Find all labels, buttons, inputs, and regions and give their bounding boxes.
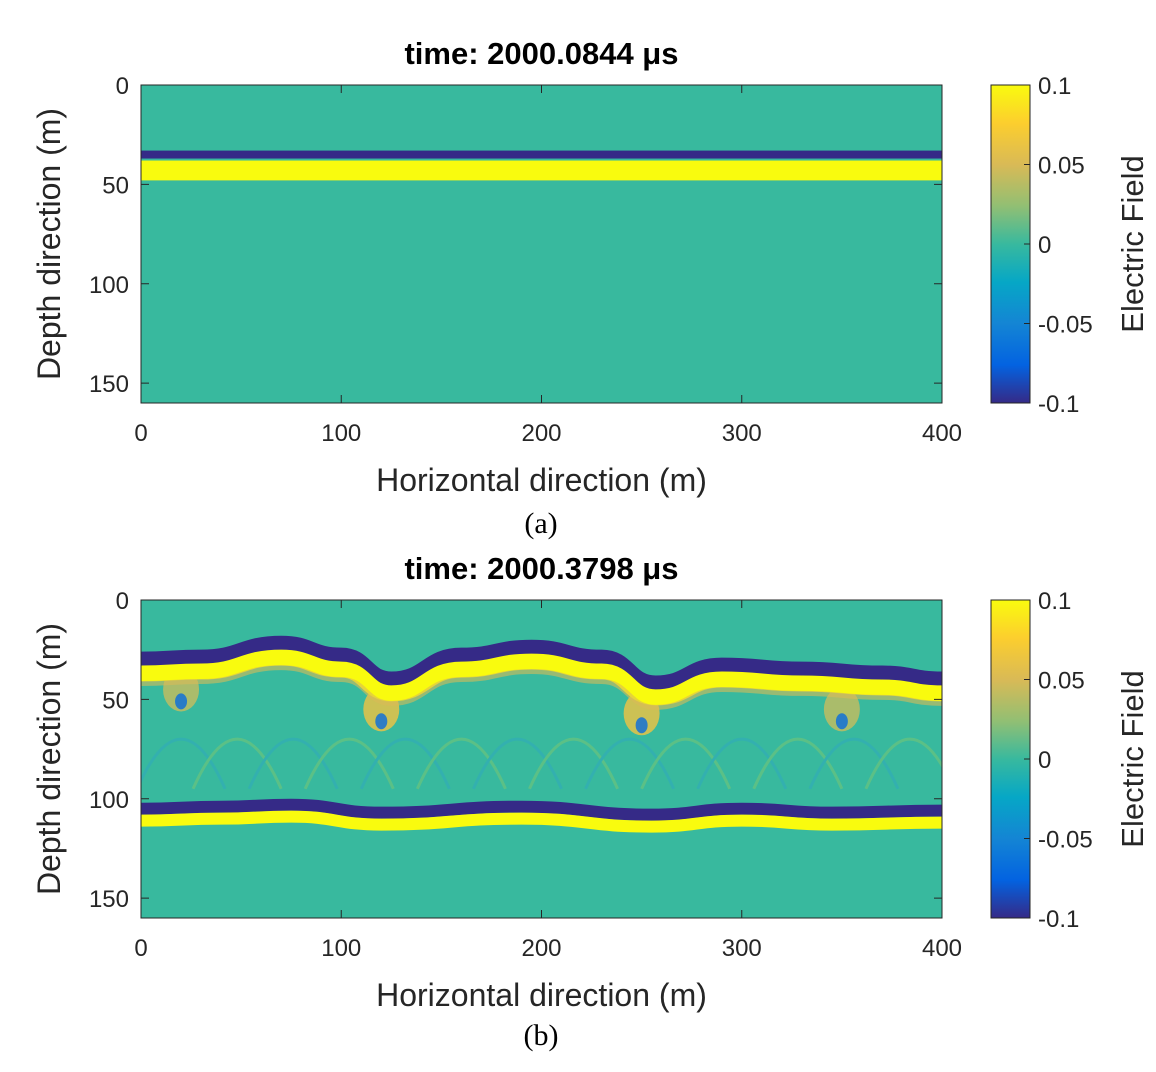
panel-label: (a) bbox=[524, 507, 557, 540]
chart-title: time: 2000.0844 μs bbox=[404, 36, 678, 71]
ripple-arc bbox=[808, 737, 900, 790]
upper-front-positive bbox=[141, 649, 942, 706]
x-axis-label: Horizontal direction (m) bbox=[376, 462, 707, 498]
y-tick-label: 150 bbox=[89, 371, 129, 398]
x-tick-label: 300 bbox=[722, 935, 762, 962]
x-tick-label: 300 bbox=[722, 420, 762, 447]
heatmap-field bbox=[141, 85, 942, 403]
panel-label: (b) bbox=[524, 1019, 559, 1052]
ripple-arc bbox=[696, 737, 788, 790]
ripple-arc bbox=[528, 737, 619, 790]
x-tick-label: 0 bbox=[134, 420, 147, 447]
y-tick-label: 0 bbox=[116, 588, 129, 615]
ripple-arc bbox=[141, 737, 227, 790]
colorbar-tick-label: 0 bbox=[1038, 747, 1051, 774]
hotspot-core-0 bbox=[375, 713, 388, 730]
upper-front-negative bbox=[141, 635, 942, 692]
y-tick-label: 50 bbox=[102, 172, 129, 199]
x-tick-label: 100 bbox=[321, 935, 361, 962]
y-axis-label: Depth direction (m) bbox=[31, 623, 67, 895]
chart-panel-b: 0 100 200 300 400 0 50 100 150 time: 2000.3798 μs… bbox=[31, 551, 1150, 1052]
hotspot-core-3 bbox=[835, 713, 848, 730]
ripple-arc bbox=[472, 737, 563, 790]
x-tick-label: 0 bbox=[134, 935, 147, 962]
y-tick-label: 150 bbox=[89, 886, 129, 913]
heatmap-field bbox=[141, 600, 942, 918]
colorbar: -0.1 -0.05 0 0.05 0.1 Electric Field bbox=[990, 73, 1150, 418]
y-tick-label: 0 bbox=[116, 73, 129, 100]
x-tick-label: 400 bbox=[922, 420, 962, 447]
upper-front-tail bbox=[141, 665, 942, 710]
chart-panel-a: 0 100 200 300 400 0 50 100 150 time: 2000.0844 μs… bbox=[31, 36, 1150, 540]
colorbar: -0.1 -0.05 0 0.05 0.1 Electric Field bbox=[990, 588, 1150, 933]
wavefront-band-1 bbox=[141, 160, 942, 181]
colorbar-tick-label: 0.05 bbox=[1038, 668, 1085, 695]
ripple-arc bbox=[247, 737, 339, 790]
hotspot-core-2 bbox=[175, 693, 188, 710]
x-tick-label: 200 bbox=[521, 935, 561, 962]
y-axis-label: Depth direction (m) bbox=[31, 108, 67, 380]
ripple-arc bbox=[640, 737, 732, 790]
colorbar-tick-label: -0.1 bbox=[1038, 391, 1079, 418]
heatmap-background bbox=[141, 85, 942, 403]
interference-ripples bbox=[141, 737, 942, 790]
y-tick-label: 50 bbox=[102, 687, 129, 714]
colorbar-tick-label: 0 bbox=[1038, 232, 1051, 259]
ripple-arc bbox=[303, 737, 395, 790]
hotspot-core-1 bbox=[635, 717, 648, 734]
colorbar-tick-label: -0.05 bbox=[1038, 312, 1093, 339]
y-tick-label: 100 bbox=[89, 272, 129, 299]
colorbar-tick-label: -0.05 bbox=[1038, 827, 1093, 854]
colorbar-tick-label: 0.1 bbox=[1038, 588, 1071, 615]
lower-front-negative bbox=[141, 798, 942, 821]
ripple-arc bbox=[359, 737, 451, 790]
y-tick-label: 100 bbox=[89, 787, 129, 814]
ripple-arc bbox=[191, 737, 283, 790]
colorbar-tick-label: 0.1 bbox=[1038, 73, 1071, 100]
x-tick-label: 200 bbox=[521, 420, 561, 447]
colorbar-label: Electric Field bbox=[1115, 155, 1150, 332]
ripple-arc bbox=[752, 737, 844, 790]
colorbar-label: Electric Field bbox=[1115, 670, 1150, 847]
ripple-arc bbox=[584, 737, 676, 790]
ripple-arc bbox=[415, 737, 507, 790]
x-tick-label: 100 bbox=[321, 420, 361, 447]
lower-front-positive bbox=[141, 810, 942, 833]
chart-title: time: 2000.3798 μs bbox=[404, 551, 678, 586]
colorbar-tick-label: -0.1 bbox=[1038, 906, 1079, 933]
wavefront-band-0 bbox=[141, 150, 942, 159]
colorbar-tick-label: 0.05 bbox=[1038, 153, 1085, 180]
x-tick-label: 400 bbox=[922, 935, 962, 962]
ripple-arc bbox=[864, 737, 942, 790]
x-axis-label: Horizontal direction (m) bbox=[376, 977, 707, 1013]
colorbar-gradient bbox=[990, 599, 1031, 919]
